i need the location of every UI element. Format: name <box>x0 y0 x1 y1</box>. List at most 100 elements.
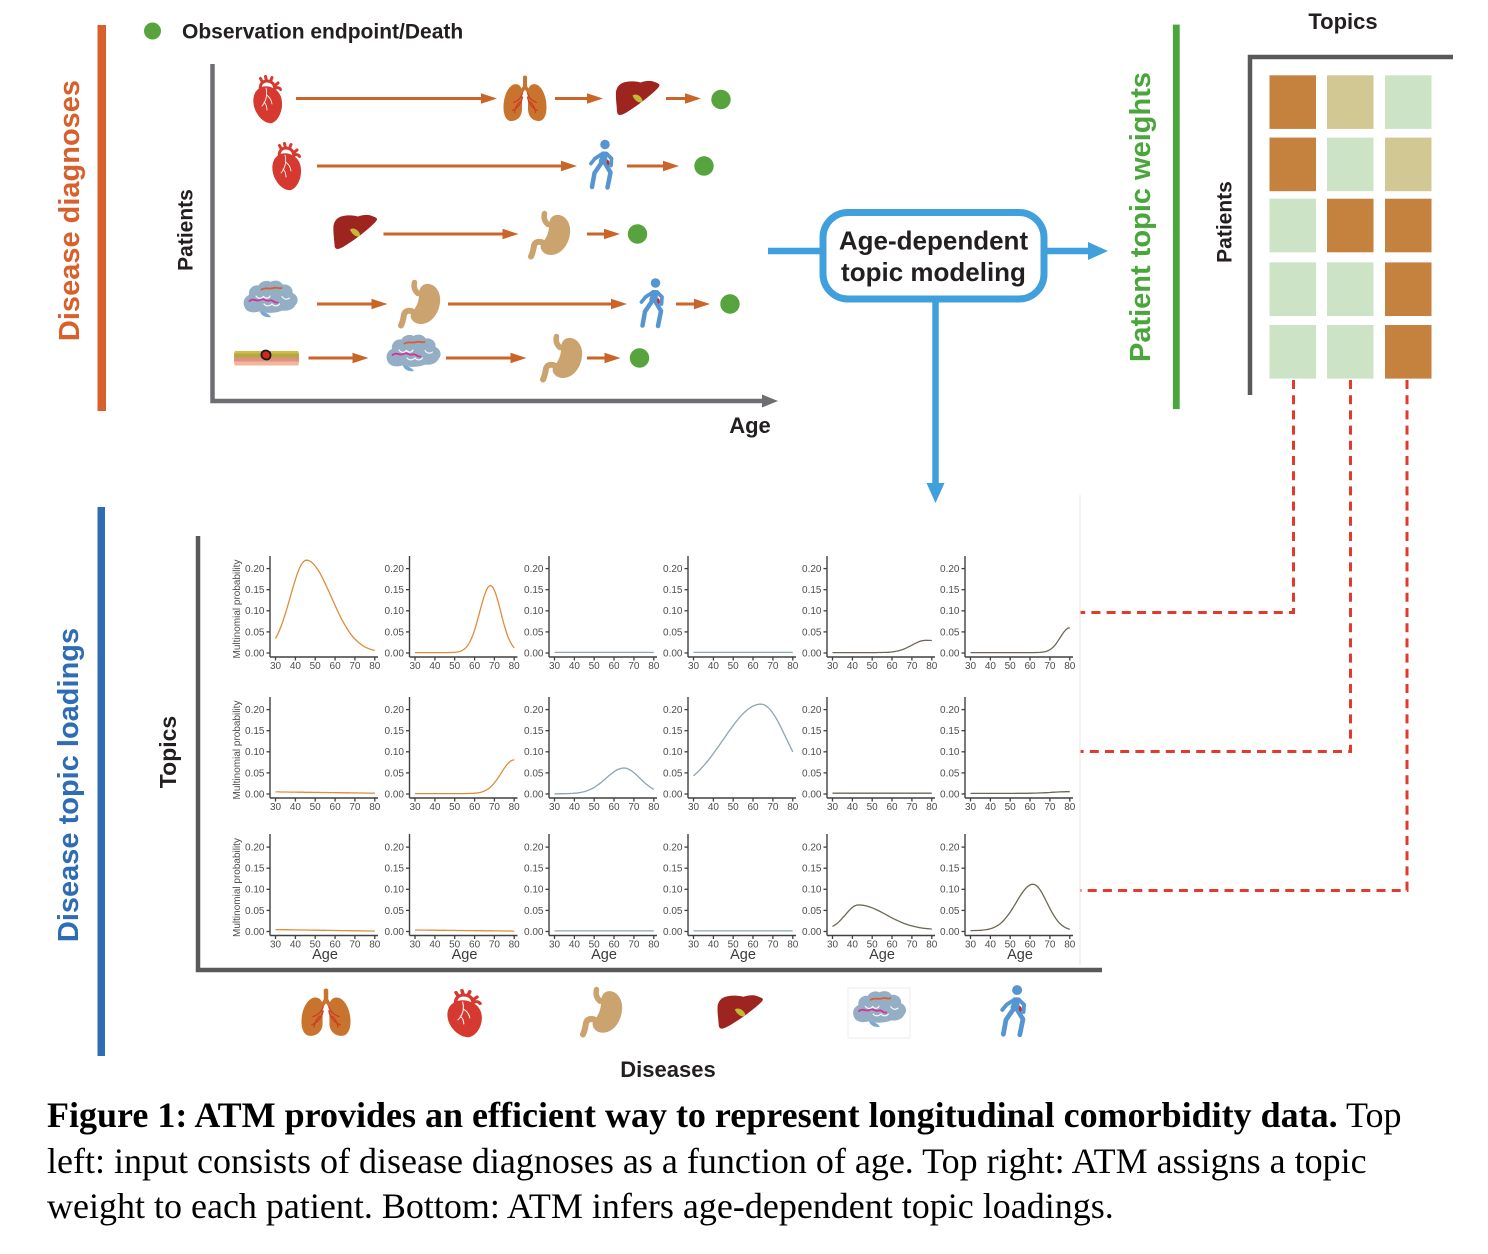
svg-text:80: 80 <box>509 802 521 813</box>
svg-text:70: 70 <box>1044 940 1056 951</box>
svg-text:70: 70 <box>767 940 779 951</box>
svg-text:Age: Age <box>1007 947 1033 963</box>
svg-text:60: 60 <box>747 661 759 672</box>
svg-text:50: 50 <box>1005 940 1017 951</box>
svg-text:0.10: 0.10 <box>802 747 822 758</box>
svg-text:40: 40 <box>290 661 302 672</box>
svg-text:0.15: 0.15 <box>385 726 405 737</box>
svg-text:0.10: 0.10 <box>802 885 822 896</box>
svg-text:70: 70 <box>349 661 361 672</box>
svg-text:0.15: 0.15 <box>245 864 265 875</box>
svg-text:Age: Age <box>591 947 617 963</box>
svg-text:50: 50 <box>310 661 322 672</box>
svg-text:40: 40 <box>290 802 302 813</box>
svg-text:80: 80 <box>787 940 799 951</box>
svg-text:0.20: 0.20 <box>245 564 265 575</box>
svg-text:40: 40 <box>708 661 720 672</box>
svg-text:40: 40 <box>847 802 859 813</box>
svg-text:30: 30 <box>270 940 282 951</box>
svg-text:30: 30 <box>409 802 421 813</box>
svg-text:80: 80 <box>1064 940 1076 951</box>
svg-text:30: 30 <box>827 940 839 951</box>
svg-text:30: 30 <box>549 940 561 951</box>
svg-text:50: 50 <box>449 661 461 672</box>
svg-text:0.20: 0.20 <box>245 705 265 716</box>
svg-text:70: 70 <box>767 661 779 672</box>
svg-text:0.15: 0.15 <box>385 864 405 875</box>
svg-text:0.05: 0.05 <box>802 627 822 638</box>
svg-text:70: 70 <box>489 940 501 951</box>
svg-text:0.00: 0.00 <box>802 648 822 659</box>
svg-text:Age: Age <box>729 413 771 438</box>
svg-text:50: 50 <box>589 802 601 813</box>
svg-text:60: 60 <box>330 802 342 813</box>
svg-text:0.20: 0.20 <box>802 705 822 716</box>
svg-text:Age: Age <box>452 947 478 963</box>
svg-text:0.10: 0.10 <box>245 885 265 896</box>
svg-text:30: 30 <box>688 661 700 672</box>
svg-text:0.00: 0.00 <box>940 648 960 659</box>
svg-text:60: 60 <box>886 940 898 951</box>
svg-text:Disease diagnoses: Disease diagnoses <box>54 80 86 341</box>
svg-text:Age: Age <box>312 947 338 963</box>
svg-text:50: 50 <box>728 661 740 672</box>
svg-text:0.05: 0.05 <box>524 627 544 638</box>
svg-text:70: 70 <box>906 661 918 672</box>
svg-text:50: 50 <box>589 661 601 672</box>
svg-text:70: 70 <box>1044 661 1056 672</box>
svg-text:80: 80 <box>369 802 381 813</box>
svg-text:0.20: 0.20 <box>802 564 822 575</box>
svg-text:0.15: 0.15 <box>802 585 822 596</box>
svg-text:Topics: Topics <box>1308 9 1377 34</box>
svg-text:60: 60 <box>747 802 759 813</box>
svg-text:0.15: 0.15 <box>802 864 822 875</box>
svg-text:40: 40 <box>985 802 997 813</box>
svg-text:0.10: 0.10 <box>385 747 405 758</box>
svg-text:60: 60 <box>886 802 898 813</box>
svg-text:0.05: 0.05 <box>245 906 265 917</box>
svg-text:0.15: 0.15 <box>245 585 265 596</box>
svg-text:30: 30 <box>688 940 700 951</box>
svg-text:0.20: 0.20 <box>940 564 960 575</box>
svg-text:60: 60 <box>608 661 620 672</box>
svg-text:40: 40 <box>847 940 859 951</box>
svg-text:80: 80 <box>1064 661 1076 672</box>
svg-text:0.00: 0.00 <box>663 789 683 800</box>
svg-text:80: 80 <box>369 661 381 672</box>
svg-text:0.20: 0.20 <box>663 564 683 575</box>
svg-text:Multinomial probability: Multinomial probability <box>232 701 243 800</box>
svg-text:70: 70 <box>906 802 918 813</box>
svg-text:50: 50 <box>867 940 879 951</box>
svg-text:60: 60 <box>1024 940 1036 951</box>
svg-text:0.20: 0.20 <box>524 843 544 854</box>
svg-text:60: 60 <box>747 940 759 951</box>
svg-text:0.20: 0.20 <box>385 564 405 575</box>
svg-text:30: 30 <box>965 802 977 813</box>
svg-text:0.05: 0.05 <box>802 768 822 779</box>
svg-text:Age-dependent: Age-dependent <box>839 226 1029 256</box>
svg-text:0.05: 0.05 <box>245 768 265 779</box>
svg-text:80: 80 <box>648 940 660 951</box>
svg-text:70: 70 <box>628 940 640 951</box>
svg-text:50: 50 <box>1005 802 1017 813</box>
svg-text:60: 60 <box>469 940 481 951</box>
svg-text:0.05: 0.05 <box>802 906 822 917</box>
svg-text:0.05: 0.05 <box>940 627 960 638</box>
svg-text:50: 50 <box>589 940 601 951</box>
svg-text:Topics: Topics <box>155 716 181 788</box>
svg-text:0.20: 0.20 <box>385 843 405 854</box>
svg-text:80: 80 <box>926 661 938 672</box>
svg-text:60: 60 <box>469 661 481 672</box>
svg-text:0.05: 0.05 <box>524 768 544 779</box>
svg-text:30: 30 <box>270 802 282 813</box>
svg-text:30: 30 <box>409 940 421 951</box>
svg-text:0.05: 0.05 <box>663 768 683 779</box>
svg-text:50: 50 <box>728 802 740 813</box>
svg-text:40: 40 <box>429 940 441 951</box>
svg-text:30: 30 <box>409 661 421 672</box>
svg-text:0.05: 0.05 <box>663 906 683 917</box>
svg-text:0.00: 0.00 <box>385 927 405 938</box>
svg-text:0.20: 0.20 <box>385 705 405 716</box>
svg-text:0.05: 0.05 <box>385 768 405 779</box>
svg-text:0.00: 0.00 <box>663 927 683 938</box>
